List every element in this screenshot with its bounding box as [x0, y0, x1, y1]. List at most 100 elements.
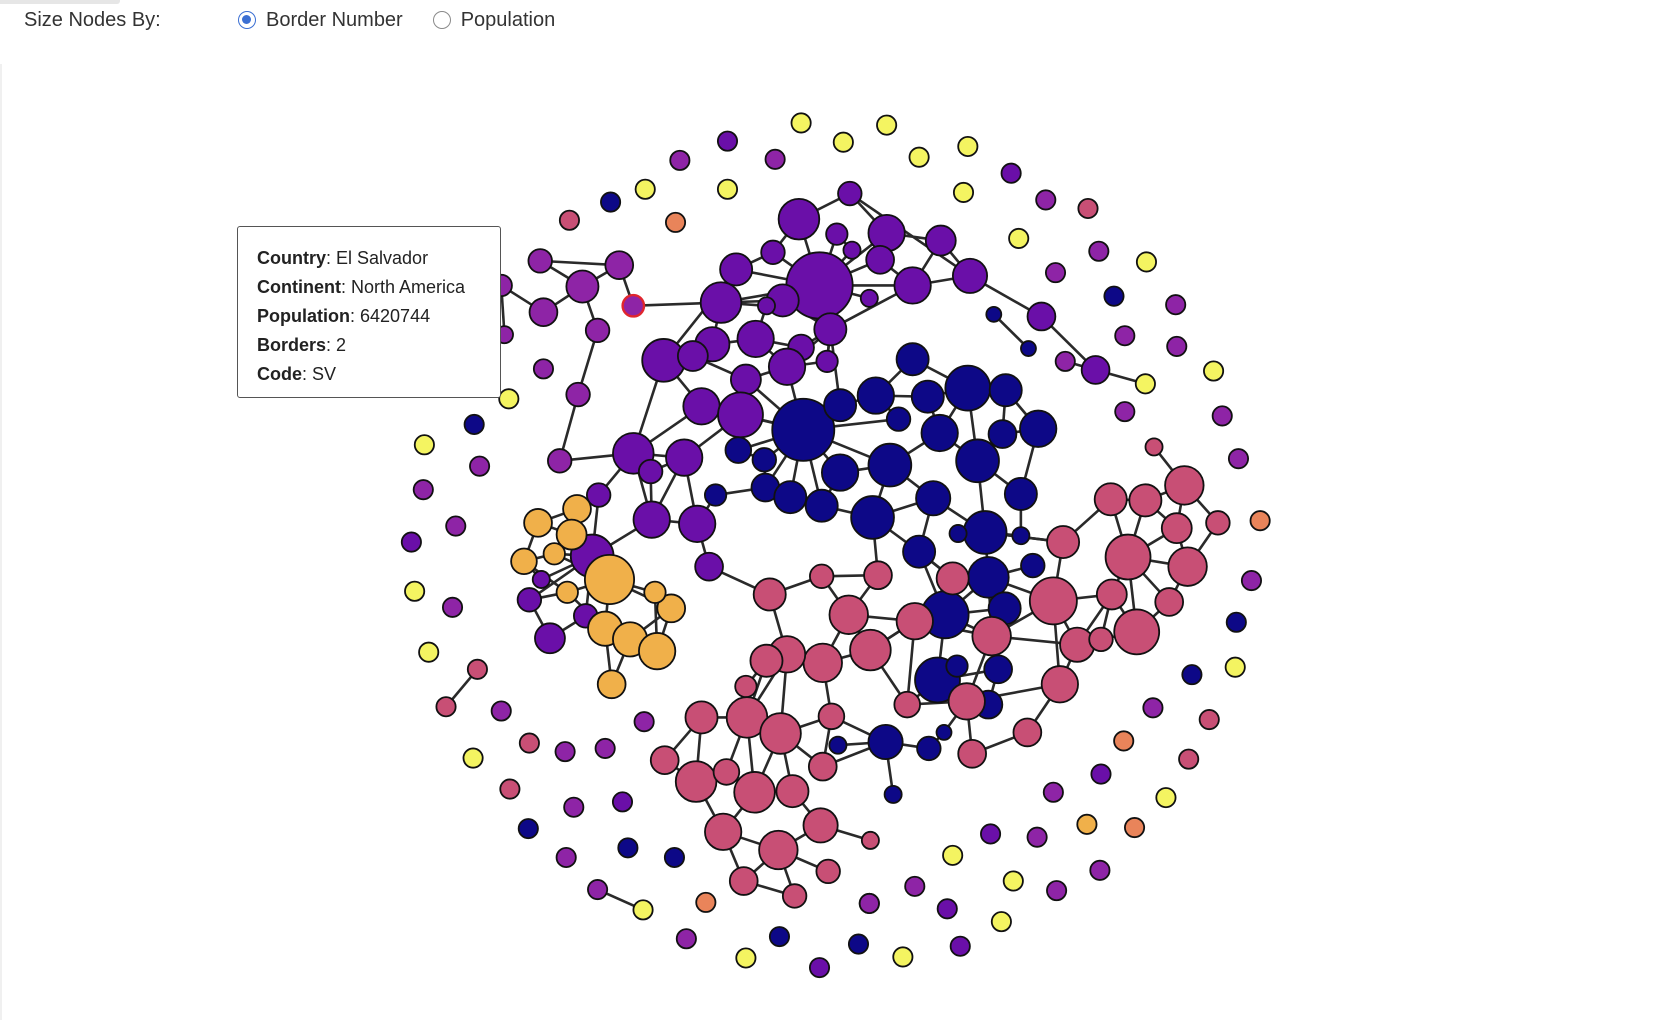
graph-node[interactable] [565, 381, 591, 408]
graph-node[interactable] [1020, 552, 1046, 579]
graph-node[interactable] [682, 387, 721, 426]
graph-node[interactable] [849, 628, 892, 672]
graph-node[interactable] [665, 211, 687, 233]
graph-node[interactable] [1144, 437, 1164, 457]
graph-node[interactable] [665, 438, 704, 477]
graph-node[interactable] [1042, 781, 1064, 803]
graph-node[interactable] [585, 482, 612, 508]
graph-node[interactable] [719, 252, 754, 287]
graph-node[interactable] [775, 774, 810, 809]
graph-node[interactable] [1046, 525, 1081, 560]
graph-node[interactable] [1054, 350, 1076, 372]
graph-node[interactable] [951, 257, 989, 294]
graph-node[interactable] [865, 245, 895, 275]
graph-node[interactable] [517, 818, 539, 840]
graph-node[interactable] [518, 732, 540, 754]
graph-node[interactable] [463, 413, 485, 435]
graph-node[interactable] [885, 406, 912, 432]
graph-node[interactable] [990, 911, 1012, 933]
graph-node[interactable] [1113, 730, 1135, 752]
graph-node[interactable] [1114, 401, 1136, 423]
graph-node[interactable] [902, 534, 937, 569]
graph-node[interactable] [1035, 189, 1057, 211]
graph-node[interactable] [499, 778, 521, 800]
graph-node[interactable] [764, 148, 786, 170]
graph-node[interactable] [859, 288, 879, 308]
graph-node[interactable] [817, 702, 846, 731]
graph-node[interactable] [749, 643, 784, 678]
graph-node[interactable] [935, 723, 953, 741]
graph-node[interactable] [987, 419, 1018, 449]
graph-node[interactable] [736, 319, 775, 359]
graph-node[interactable] [532, 358, 554, 380]
graph-node[interactable] [842, 240, 862, 260]
graph-node[interactable] [1203, 360, 1225, 382]
graph-node[interactable] [883, 784, 903, 804]
graph-node[interactable] [594, 737, 616, 759]
graph-node[interactable] [555, 846, 577, 869]
graph-node[interactable] [1165, 294, 1187, 316]
graph-node[interactable] [757, 296, 776, 316]
graph-node[interactable] [802, 807, 839, 844]
graph-node[interactable] [676, 340, 709, 372]
graph-node[interactable] [1178, 748, 1200, 770]
graph-node[interactable] [516, 587, 543, 613]
graph-node[interactable] [1240, 570, 1262, 592]
graph-node[interactable] [823, 388, 858, 423]
graph-node[interactable] [908, 146, 930, 168]
graph-node[interactable] [952, 181, 975, 203]
graph-node[interactable] [674, 760, 718, 803]
graph-node[interactable] [728, 866, 759, 896]
graph-node[interactable] [712, 758, 741, 786]
graph-node[interactable] [527, 248, 553, 274]
graph-node[interactable] [584, 317, 611, 344]
graph-node[interactable] [1088, 626, 1114, 653]
graph-node[interactable] [583, 553, 636, 606]
graph-node[interactable] [904, 875, 926, 897]
graph-node[interactable] [895, 602, 934, 641]
graph-node[interactable] [983, 654, 1013, 685]
graph-node[interactable] [893, 266, 932, 305]
graph-node[interactable] [945, 654, 969, 678]
graph-node[interactable] [1008, 227, 1030, 249]
graph-node[interactable] [703, 483, 728, 507]
graph-node[interactable] [1167, 546, 1208, 587]
graph-node[interactable] [1026, 826, 1048, 848]
graph-node[interactable] [867, 723, 904, 761]
graph-node[interactable] [948, 524, 968, 543]
graph-node[interactable] [828, 735, 848, 755]
graph-node[interactable] [773, 480, 808, 515]
graph-node[interactable] [555, 580, 579, 604]
graph-node[interactable] [634, 178, 656, 200]
graph-node[interactable] [1154, 587, 1184, 617]
graph-node[interactable] [1026, 301, 1057, 332]
graph-node[interactable] [825, 222, 849, 246]
graph-node[interactable] [863, 560, 893, 591]
graph-node[interactable] [558, 209, 580, 231]
graph-node[interactable] [815, 349, 839, 373]
graph-node[interactable] [1080, 355, 1111, 385]
graph-node[interactable] [1002, 870, 1024, 892]
graph-node[interactable] [724, 436, 753, 464]
graph-node[interactable] [1088, 240, 1110, 262]
graph-node[interactable] [781, 883, 808, 909]
graph-node[interactable] [767, 347, 807, 386]
graph-node[interactable] [611, 791, 634, 813]
graph-node[interactable] [807, 751, 838, 782]
graph-node[interactable] [1046, 880, 1068, 902]
graph-node[interactable] [916, 735, 942, 762]
graph-node[interactable] [1040, 665, 1079, 704]
graph-node[interactable] [915, 480, 952, 517]
graph-node[interactable] [850, 495, 895, 540]
graph-node[interactable] [490, 700, 512, 722]
graph-node-highlighted[interactable] [621, 293, 646, 318]
graph-node[interactable] [413, 434, 435, 456]
graph-node[interactable] [604, 250, 635, 280]
graph-node[interactable] [684, 700, 719, 735]
graph-node[interactable] [808, 957, 831, 979]
graph-node[interactable] [1205, 510, 1231, 536]
graph-node[interactable] [1166, 335, 1188, 357]
graph-node[interactable] [856, 376, 895, 415]
graph-node[interactable] [469, 455, 491, 477]
graph-node[interactable] [1224, 656, 1246, 678]
